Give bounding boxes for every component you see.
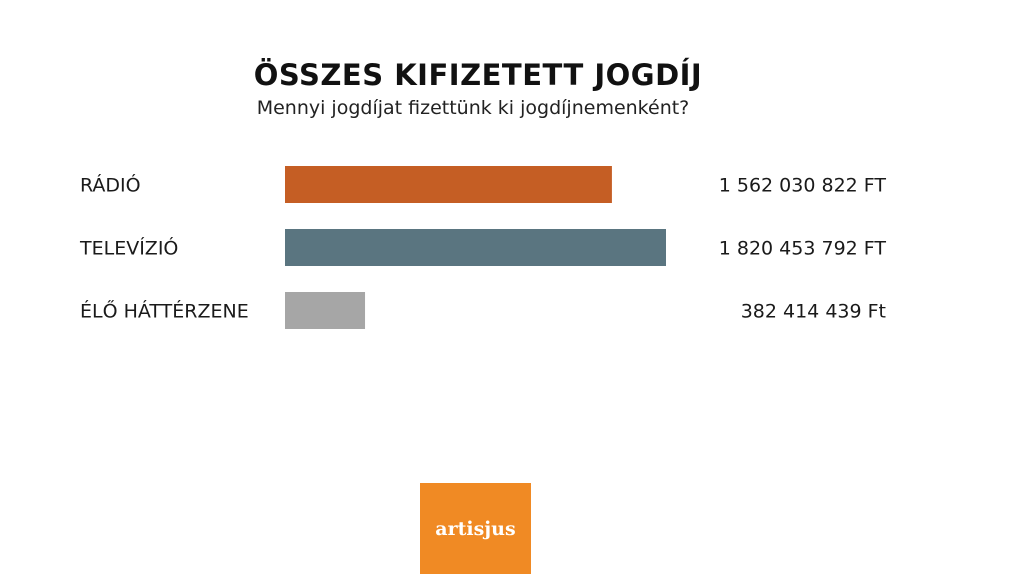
value-label: 1 562 030 822 FT (719, 175, 887, 197)
artisjus-logo: artisjus (420, 483, 531, 574)
chart-subtitle: Mennyi jogdíjat fizettünk ki jogdíjnemen… (256, 97, 690, 119)
logo-text: artisjus (435, 517, 516, 540)
category-label: ÉLŐ HÁTTÉRZENE (80, 299, 249, 323)
category-label: RÁDIÓ (80, 173, 141, 197)
value-label: 1 820 453 792 FT (719, 238, 887, 260)
bar (285, 292, 366, 329)
chart-title: ÖSSZES KIFIZETETT JOGDÍJ (253, 58, 703, 92)
bar (285, 229, 666, 266)
category-label: TELEVÍZIÓ (79, 236, 178, 260)
value-label: 382 414 439 Ft (741, 301, 886, 323)
bar (285, 166, 612, 203)
